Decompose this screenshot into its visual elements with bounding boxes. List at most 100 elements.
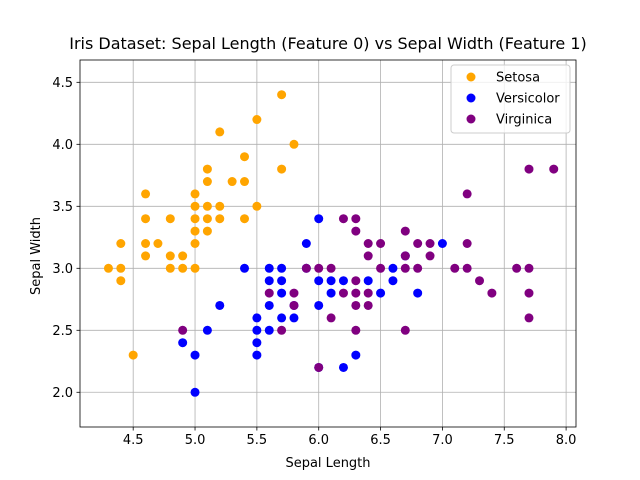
point-setosa — [128, 350, 138, 360]
point-versicolor — [277, 313, 287, 323]
point-versicolor — [363, 276, 373, 286]
point-virginica — [338, 214, 348, 224]
point-versicolor — [301, 239, 311, 248]
point-versicolor — [289, 313, 299, 323]
point-virginica — [400, 325, 410, 335]
point-setosa — [289, 139, 299, 149]
point-virginica — [363, 288, 373, 298]
x-tick-label: 7.5 — [494, 433, 515, 448]
point-virginica — [549, 164, 559, 174]
point-virginica — [462, 263, 472, 273]
point-setosa — [215, 127, 225, 137]
point-setosa — [202, 177, 212, 187]
point-versicolor — [413, 288, 423, 298]
point-virginica — [289, 300, 299, 310]
data-points — [103, 90, 559, 397]
point-virginica — [400, 226, 410, 236]
point-versicolor — [326, 288, 336, 298]
point-versicolor — [437, 239, 447, 248]
point-versicolor — [252, 338, 262, 348]
y-axis-ticks: 2.0 2.5 3.0 3.5 4.0 4.5 — [52, 76, 80, 401]
point-versicolor — [252, 313, 262, 323]
point-virginica — [301, 263, 311, 273]
point-setosa — [190, 263, 200, 273]
point-setosa — [153, 239, 163, 248]
point-virginica — [314, 362, 324, 372]
x-tick-label: 5.5 — [247, 433, 268, 448]
point-virginica — [351, 325, 361, 335]
point-versicolor — [314, 300, 324, 310]
point-virginica — [400, 251, 410, 261]
point-setosa — [190, 226, 200, 236]
point-versicolor — [338, 362, 348, 372]
x-tick-label: 6.5 — [370, 433, 391, 448]
point-setosa — [141, 214, 151, 224]
point-virginica — [338, 288, 348, 298]
point-virginica — [425, 251, 435, 261]
point-versicolor — [202, 325, 212, 335]
point-setosa — [141, 239, 151, 248]
point-versicolor — [351, 350, 361, 360]
point-setosa — [202, 201, 212, 211]
point-virginica — [326, 313, 336, 323]
point-setosa — [240, 177, 250, 187]
x-tick-label: 7.0 — [432, 433, 453, 448]
point-versicolor — [277, 288, 287, 298]
point-setosa — [190, 239, 200, 248]
point-versicolor — [252, 350, 262, 360]
point-versicolor — [277, 276, 287, 286]
point-setosa — [252, 201, 262, 211]
point-virginica — [413, 263, 423, 273]
point-setosa — [165, 263, 175, 273]
y-tick-label: 2.5 — [52, 324, 73, 339]
point-setosa — [202, 214, 212, 224]
point-versicolor — [240, 263, 250, 273]
point-virginica — [363, 239, 373, 248]
y-tick-label: 2.0 — [52, 386, 73, 401]
point-versicolor — [314, 214, 324, 224]
point-setosa — [165, 214, 175, 224]
point-virginica — [376, 263, 386, 273]
point-versicolor — [190, 387, 200, 397]
point-versicolor — [388, 263, 398, 273]
y-tick-label: 4.0 — [52, 138, 73, 153]
point-virginica — [487, 288, 497, 298]
point-virginica — [351, 300, 361, 310]
point-setosa — [165, 251, 175, 261]
x-tick-label: 5.0 — [185, 433, 206, 448]
legend-marker — [466, 93, 476, 103]
point-setosa — [141, 251, 151, 261]
point-virginica — [264, 288, 274, 298]
point-setosa — [190, 214, 200, 224]
series-virginica — [178, 164, 559, 372]
point-virginica — [413, 239, 423, 248]
point-virginica — [351, 288, 361, 298]
point-virginica — [363, 300, 373, 310]
point-virginica — [524, 164, 534, 174]
point-versicolor — [264, 325, 274, 335]
point-setosa — [215, 214, 225, 224]
chart-title: Iris Dataset: Sepal Length (Feature 0) v… — [69, 34, 587, 53]
point-virginica — [462, 239, 472, 248]
point-virginica — [363, 251, 373, 261]
point-setosa — [190, 201, 200, 211]
point-setosa — [240, 214, 250, 224]
legend-label: Versicolor — [496, 92, 560, 107]
x-axis-ticks: 4.5 5.0 5.5 6.0 6.5 7.0 7.5 8.0 — [123, 427, 576, 448]
x-tick-label: 4.5 — [123, 433, 144, 448]
point-virginica — [178, 325, 188, 335]
legend-marker — [466, 72, 476, 82]
point-setosa — [252, 115, 262, 125]
point-virginica — [462, 189, 472, 199]
legend: Setosa Versicolor Virginica — [450, 64, 571, 134]
point-versicolor — [252, 325, 262, 335]
point-virginica — [425, 239, 435, 248]
point-versicolor — [178, 338, 188, 348]
point-setosa — [116, 239, 126, 248]
point-setosa — [178, 263, 188, 273]
point-versicolor — [388, 276, 398, 286]
point-versicolor — [326, 276, 336, 286]
point-versicolor — [264, 276, 274, 286]
point-virginica — [314, 263, 324, 273]
